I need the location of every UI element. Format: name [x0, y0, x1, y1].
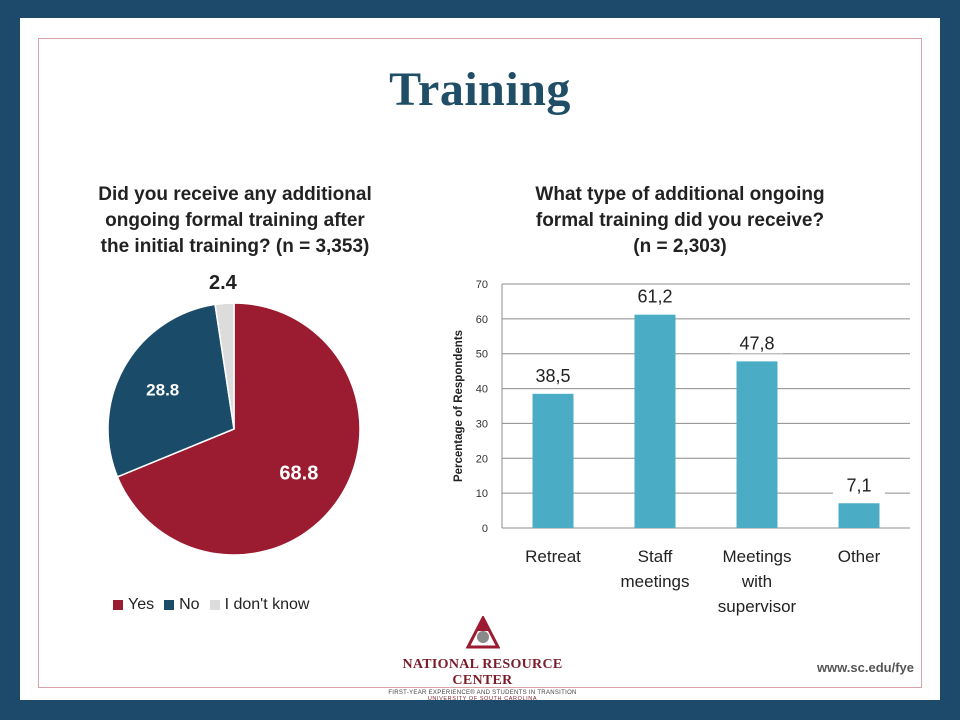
- legend-item-dont-know: I don't know: [209, 596, 310, 614]
- bar-chart-title: What type of additional ongoing formal t…: [495, 182, 865, 260]
- legend-label: Yes: [128, 596, 155, 613]
- pie-chart-title: Did you receive any additional ongoing f…: [70, 182, 400, 260]
- pie-title-line: the initial training? (n = 3,353): [100, 236, 370, 257]
- legend-item-yes: Yes: [113, 596, 154, 614]
- legend-swatch-no: [164, 600, 175, 610]
- pie-legend: Yes No I don't know: [113, 596, 309, 614]
- legend-swatch-yes: [113, 600, 123, 610]
- legend-label: I don't know: [224, 596, 310, 613]
- legend-swatch-dont-know: [209, 600, 220, 610]
- nrc-university: UNIVERSITY OF SOUTH CAROLINA: [427, 696, 538, 702]
- legend-label: No: [179, 596, 200, 613]
- pie-title-line: ongoing formal training after: [105, 210, 365, 231]
- nrc-logo: NATIONAL RESOURCE CENTER FIRST-YEAR EXPE…: [380, 614, 585, 702]
- bar-title-line: What type of additional ongoing: [535, 184, 825, 205]
- slide-frame: [38, 38, 922, 688]
- nrc-name: NATIONAL RESOURCE CENTER: [402, 657, 563, 688]
- bar-title-line: (n = 2,303): [633, 236, 727, 257]
- footer-url[interactable]: www.sc.edu/fye: [816, 660, 914, 675]
- pie-title-line: Did you receive any additional: [98, 184, 372, 205]
- nrc-subtitle: FIRST-YEAR EXPERIENCE® AND STUDENTS IN T…: [388, 690, 577, 696]
- slide-title: Training: [389, 63, 571, 116]
- bar-title-line: formal training did you receive?: [535, 210, 825, 231]
- nrc-logo-icon: [465, 614, 500, 649]
- legend-item-no: No: [164, 596, 200, 614]
